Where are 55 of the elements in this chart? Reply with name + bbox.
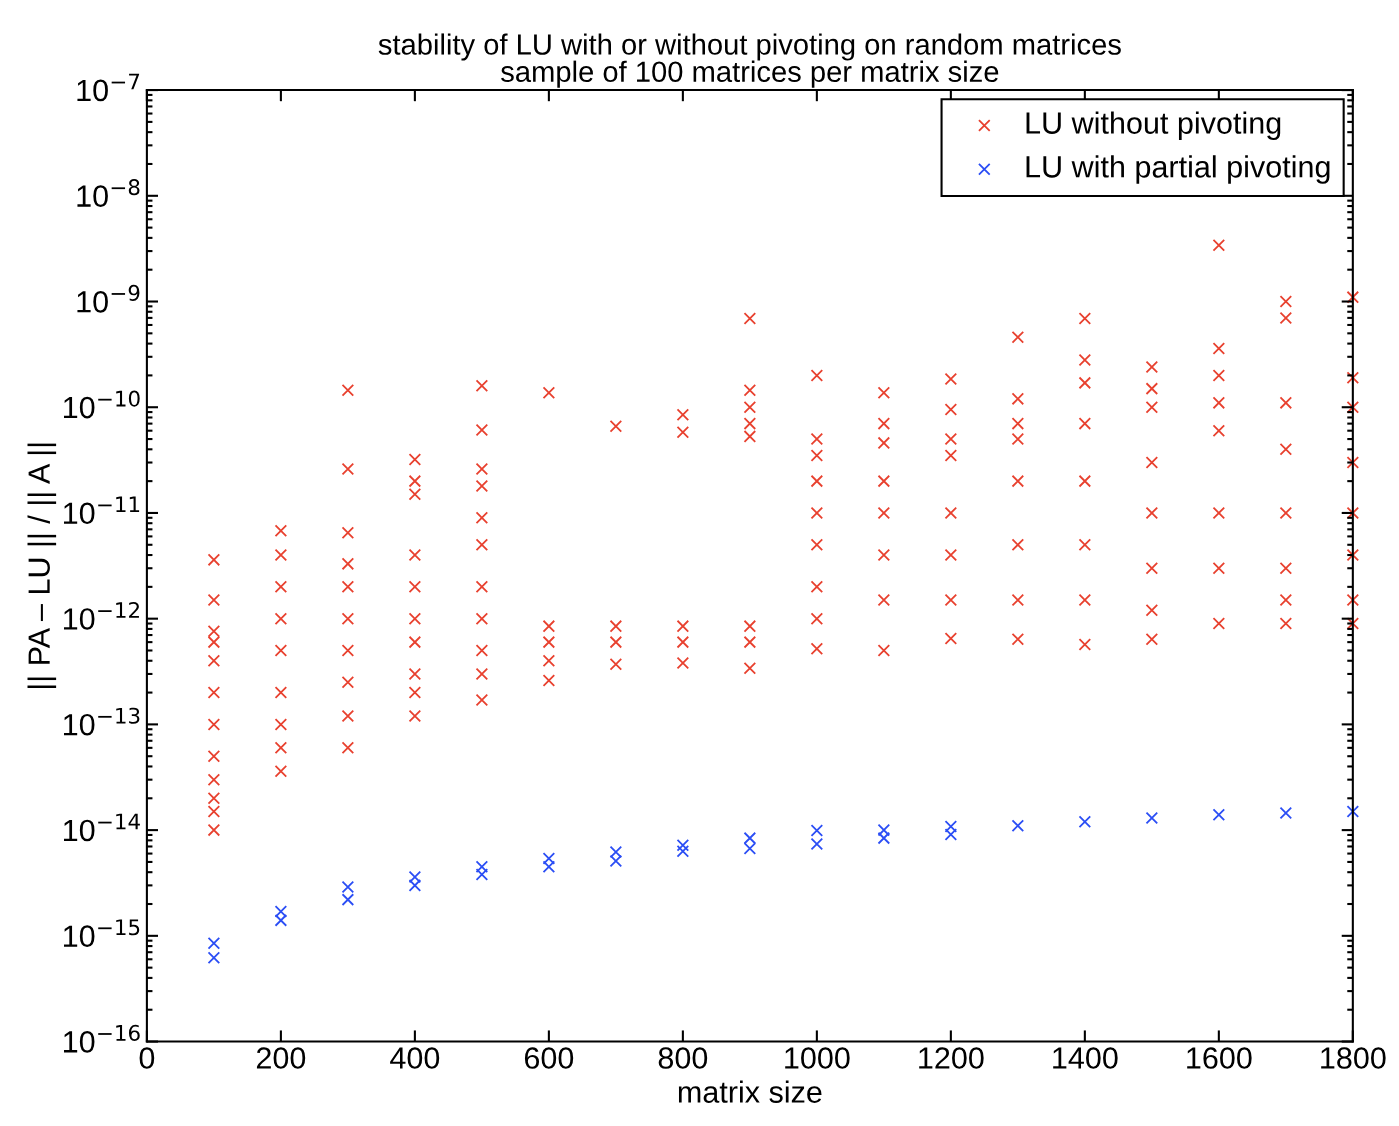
x-tick-label: 1800 [1321, 1047, 1386, 1069]
point [944, 828, 958, 841]
point [341, 880, 355, 894]
legend-label: LU with partial pivoting [1026, 155, 1330, 184]
point [207, 937, 221, 950]
point [1212, 808, 1226, 821]
point [743, 831, 757, 845]
point [609, 845, 623, 859]
point [1078, 815, 1092, 829]
point [274, 914, 288, 927]
point [1145, 811, 1159, 825]
y-axis-title: || PA – LU || / || A || [27, 443, 57, 688]
y-tick-label: 10$^{−9}$ [77, 284, 140, 313]
point [475, 860, 489, 874]
point [609, 854, 623, 868]
point [1011, 819, 1025, 833]
point [877, 831, 891, 845]
x-tick-label: 400 [390, 1047, 440, 1069]
chart-title: stability of LU with or without pivoting on random matrices sample of 100 matrices per matrix size [378, 33, 1121, 88]
y-tick-label: 10$^{−11}$ [64, 496, 140, 525]
y-tick-label: 10$^{−8}$ [77, 179, 140, 207]
x-tick-label: 1600 [1187, 1047, 1252, 1069]
point [676, 838, 690, 852]
y-tick-label: 10$^{−13}$ [64, 707, 140, 736]
point [877, 823, 891, 837]
legend-label: LU without pivoting [1026, 111, 1281, 140]
x-tick-label: 600 [524, 1047, 574, 1069]
point [1279, 806, 1293, 820]
point [408, 870, 422, 884]
y-tick-label: 10$^{−12}$ [64, 601, 139, 630]
point [475, 868, 489, 881]
point [676, 845, 690, 858]
point [542, 852, 556, 865]
point [542, 860, 556, 874]
x-tick-label: 1200 [919, 1047, 984, 1069]
point [408, 879, 422, 892]
y-tick-label: 10$^{−14}$ [64, 813, 140, 842]
point [944, 820, 958, 833]
y-tick-label: 10$^{−16}$ [64, 1024, 140, 1053]
point [810, 837, 824, 851]
point [341, 893, 355, 906]
point [274, 905, 288, 918]
point [743, 842, 757, 855]
y-tick-label: 10$^{−7}$ [77, 73, 140, 102]
y-tick-label: 10$^{−15}$ [64, 919, 140, 947]
x-tick-label: 0 [139, 1047, 155, 1069]
y-tick-label: 10$^{−10}$ [64, 390, 140, 419]
point [1346, 805, 1360, 818]
x-axis-title: matrix size [678, 1080, 822, 1103]
x-tick-label: 200 [256, 1047, 306, 1069]
x-tick-label: 1400 [1053, 1047, 1118, 1069]
point [207, 951, 221, 965]
x-tick-label: 1000 [785, 1047, 850, 1069]
point [810, 824, 824, 837]
x-tick-label: 800 [658, 1047, 708, 1069]
